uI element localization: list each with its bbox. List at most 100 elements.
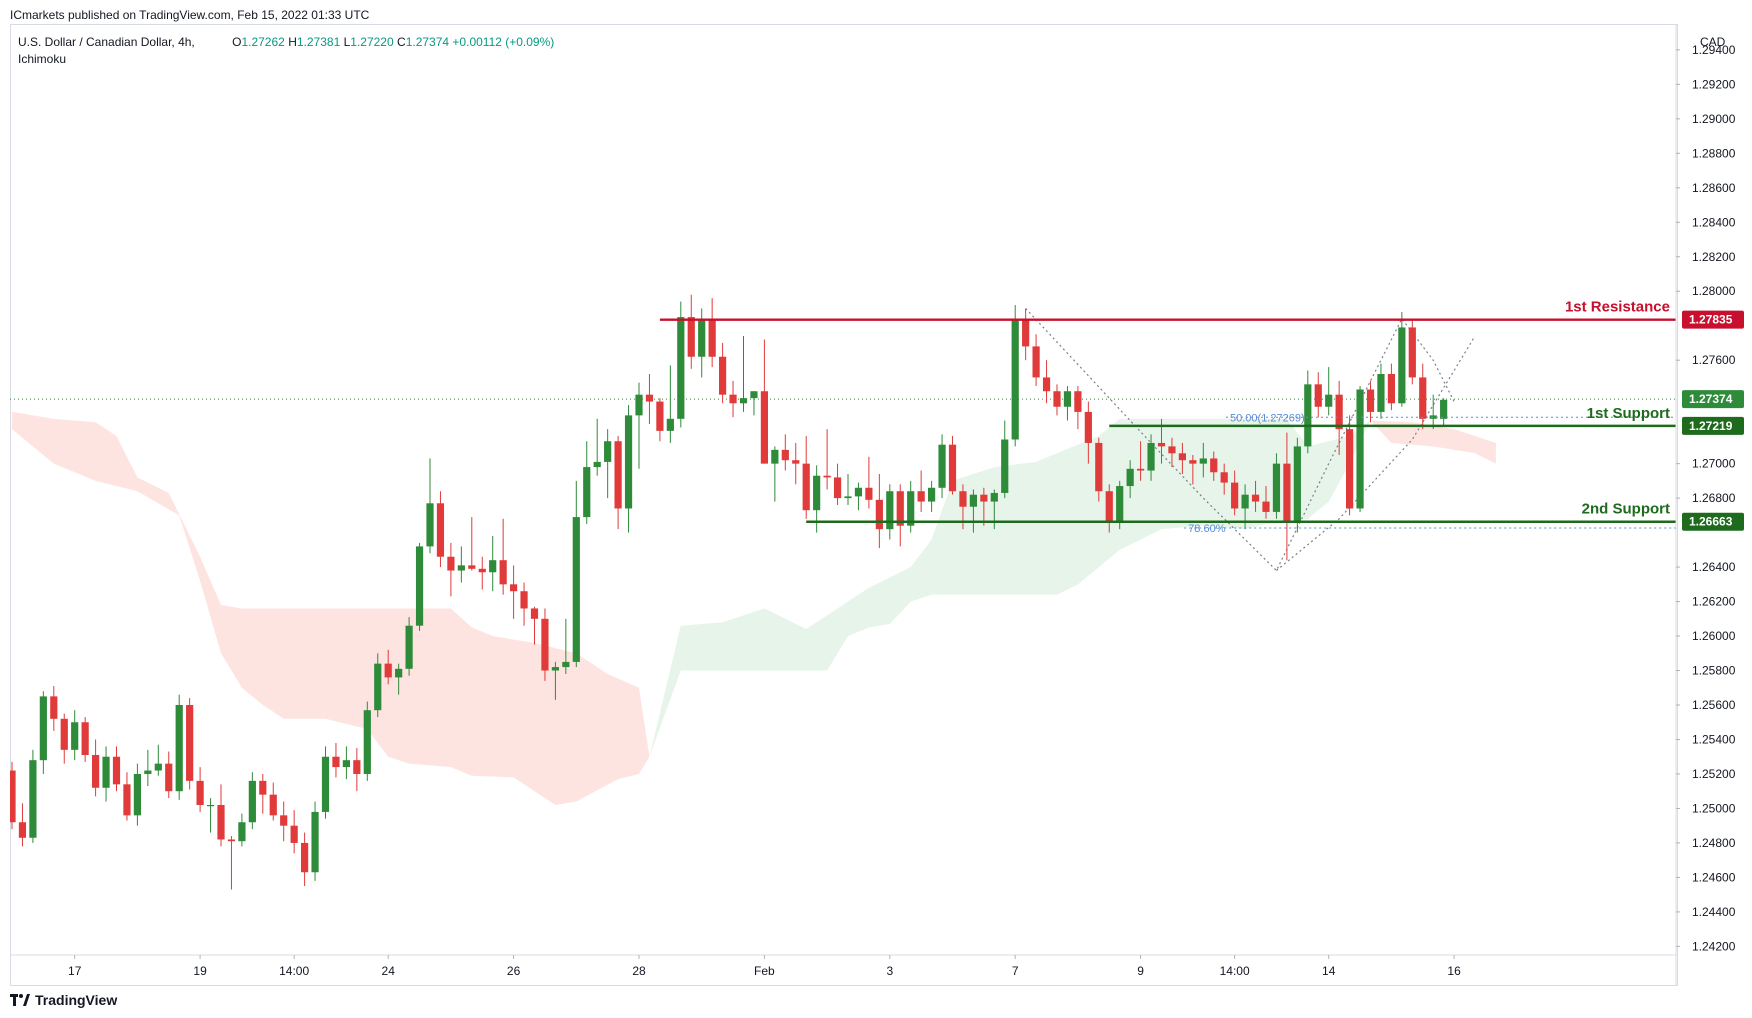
candle-body [311, 811, 319, 873]
candle [165, 751, 173, 799]
x-tick-label: 14:00 [279, 964, 309, 978]
y-tick-label: 1.29200 [1692, 77, 1736, 91]
y-tick-label: 1.27000 [1692, 457, 1736, 471]
candle [1293, 437, 1301, 533]
candle [499, 518, 507, 595]
candle-body [426, 503, 434, 547]
candle [489, 536, 497, 592]
candle-body [133, 773, 141, 816]
candle-body [248, 780, 256, 823]
candle [154, 744, 162, 776]
candle [541, 608, 549, 681]
candle-body [1356, 389, 1364, 509]
candle-body [374, 663, 382, 711]
candle [10, 761, 16, 830]
candle-body [928, 487, 936, 502]
y-tick-label: 1.24400 [1692, 905, 1736, 919]
tradingview-footer[interactable]: TradingView [10, 992, 117, 1008]
candle-body [71, 722, 79, 750]
candle [332, 742, 340, 778]
x-tick-label: 28 [632, 964, 646, 978]
candle-body [666, 418, 674, 431]
y-tick-label: 1.26400 [1692, 560, 1736, 574]
x-tick-label: 3 [886, 964, 893, 978]
candle [1272, 453, 1281, 519]
candle-body [1084, 411, 1092, 443]
candle [1199, 442, 1207, 478]
y-tick-label: 1.28000 [1692, 284, 1736, 298]
candle [1398, 311, 1406, 407]
candle-body [1419, 377, 1427, 419]
price-tag-resistance: 1.27835 [1689, 313, 1733, 327]
candle [1366, 380, 1375, 423]
candle [750, 391, 758, 416]
candle [614, 436, 622, 530]
candle-body [750, 391, 758, 399]
candle [865, 456, 873, 509]
candle [1168, 437, 1176, 468]
candle [1074, 386, 1082, 430]
candle [1283, 432, 1291, 561]
candle-body [1408, 327, 1416, 378]
candle [447, 542, 455, 597]
plot-area [10, 294, 1676, 890]
candle [1304, 370, 1312, 454]
candle [1084, 401, 1092, 464]
candle [1011, 305, 1019, 447]
candle-body [1053, 391, 1061, 407]
x-tick-label: 14 [1322, 964, 1336, 978]
candle-body [186, 705, 194, 781]
change-value: +0.00112 (+0.09%) [452, 35, 555, 49]
price-tag-support-bg [1682, 416, 1744, 435]
candle-body [301, 842, 309, 873]
candle-body [1095, 442, 1103, 492]
y-tick-label: 1.28800 [1692, 146, 1736, 160]
candle [928, 480, 936, 512]
candle-body [102, 756, 110, 788]
candle [112, 746, 121, 792]
candle-body [1387, 373, 1395, 404]
y-tick-label: 1.28400 [1692, 215, 1736, 229]
candle [833, 463, 842, 506]
pattern-line [1025, 308, 1455, 572]
candle [1053, 384, 1061, 416]
candle-body [332, 756, 340, 768]
candle-body [917, 491, 925, 502]
candle [186, 698, 194, 790]
y-tick-label: 1.25800 [1692, 664, 1736, 678]
candle [395, 663, 403, 695]
candle [123, 772, 131, 821]
candle-body [969, 494, 977, 507]
last-price-tag: 1.27374 [1689, 392, 1733, 406]
candle-body [802, 463, 810, 511]
candle-body [447, 556, 455, 571]
candle [896, 484, 904, 547]
candle [175, 694, 183, 800]
y-tick-label: 1.28600 [1692, 181, 1736, 195]
candle [1251, 480, 1260, 512]
candle [269, 782, 277, 821]
tradingview-logo-icon [10, 994, 30, 1006]
candle [81, 717, 89, 762]
candle-body [1199, 458, 1207, 464]
low-label: L [343, 35, 351, 49]
candle [301, 832, 309, 887]
candle-body [572, 517, 580, 662]
candle-body [29, 760, 37, 838]
x-tick-label: 19 [193, 964, 207, 978]
price-tag-resistance-bg [1682, 310, 1744, 329]
candle [1105, 484, 1113, 533]
candle [217, 784, 225, 847]
candle-body [792, 460, 800, 464]
candle-body [593, 461, 601, 468]
candle [92, 739, 100, 797]
candle-body [729, 394, 737, 404]
candle-body [1231, 482, 1239, 509]
candle [1178, 442, 1186, 474]
candle [510, 565, 518, 619]
candle [280, 801, 288, 842]
candle [593, 418, 601, 476]
candle-body [760, 391, 768, 464]
candle [457, 546, 465, 583]
